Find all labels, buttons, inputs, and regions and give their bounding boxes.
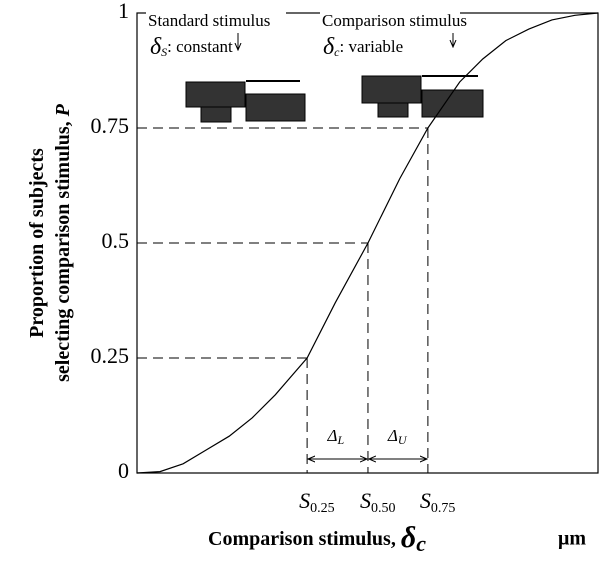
inset-text: δS: constant (150, 34, 233, 60)
threshold-label: S0.50 (360, 488, 396, 516)
interval-label: ΔU (387, 426, 408, 447)
y-axis-label-line: Proportion of subjects (26, 148, 48, 338)
curve (136, 12, 599, 474)
x-axis-label-text: Comparison stimulus, (208, 528, 396, 550)
threshold-subscript: 0.25 (310, 501, 335, 516)
interval-subscript: L (337, 433, 345, 447)
x-axis-label-subscript: c (416, 531, 426, 556)
inset-text: δc: variable (323, 34, 403, 60)
inset-bg (146, 11, 286, 33)
inset-symbol: δ (150, 34, 162, 60)
interval-subscript: U (398, 433, 408, 447)
inset-desc: : variable (339, 37, 403, 56)
y-tick-label: 0.5 (102, 228, 130, 253)
inset-title: Standard stimulus (148, 11, 270, 30)
y-axis-label: Proportion of subjects selecting comparis… (26, 103, 74, 382)
threshold-symbol: S (360, 488, 371, 513)
inset-title: Comparison stimulus (322, 11, 467, 30)
x-axis-unit: μm (558, 528, 586, 550)
interval-symbol: Δ (387, 426, 398, 445)
y-tick-label: 0 (118, 458, 129, 483)
threshold-symbol: S (420, 488, 431, 513)
threshold-label: S0.75 (420, 488, 456, 516)
y-axis-label-line: selecting comparison stimulus, (52, 121, 74, 382)
y-tick-label: 0.75 (91, 113, 130, 138)
threshold-symbol: S (299, 488, 310, 513)
threshold-subscript: 0.50 (371, 501, 396, 516)
inset-subscript: c (334, 45, 340, 59)
standard-stimulus-blocks (185, 28, 306, 123)
threshold-label: S0.25 (299, 488, 335, 516)
x-axis-label: Comparison stimulus, δc (208, 521, 426, 556)
comparison-stimulus-blocks (361, 22, 484, 118)
x-axis-label-symbol: δ (401, 521, 416, 554)
inset-symbol: δ (323, 34, 335, 60)
interval-symbol: Δ (327, 426, 338, 445)
threshold-subscript: 0.75 (431, 501, 456, 516)
y-tick-label: 1 (118, 0, 129, 23)
y-tick-label: 0.25 (91, 343, 130, 368)
inset-bg (320, 11, 460, 33)
y-axis-label-symbol: P (52, 103, 74, 117)
inset-subscript: S (161, 45, 167, 59)
interval-label: ΔL (327, 426, 345, 447)
inset-desc: : constant (167, 37, 233, 56)
